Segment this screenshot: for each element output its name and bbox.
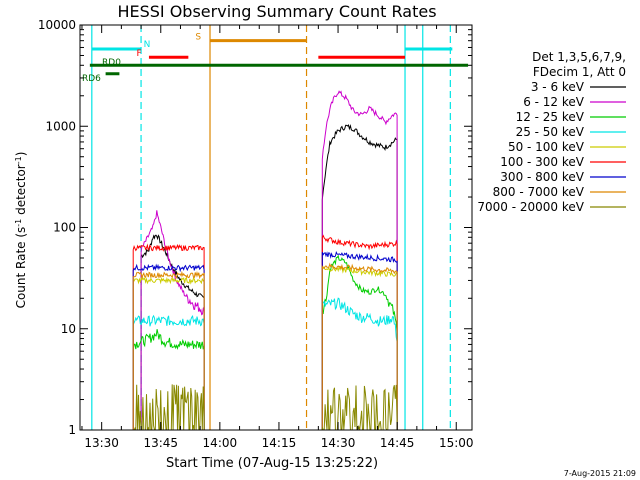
y-tick-label-4: 10000 bbox=[38, 18, 76, 32]
chart-title: HESSI Observing Summary Count Rates bbox=[117, 2, 436, 21]
legend-label-0: 3 - 6 keV bbox=[531, 80, 585, 94]
y-axis-label-sup2: -1 bbox=[14, 156, 23, 164]
flag-label-1: F bbox=[137, 49, 142, 59]
legend-label-7: 800 - 7000 keV bbox=[493, 185, 585, 199]
y-axis-label: Count Rate (s-1 detector-1) bbox=[14, 152, 29, 309]
x-tick-label-0: 13:30 bbox=[84, 436, 119, 450]
flag-label-4: RD6 bbox=[82, 74, 101, 84]
series-5-seg2 bbox=[321, 234, 398, 430]
series-7-seg2 bbox=[321, 262, 398, 430]
flag-label-3: RD0 bbox=[102, 58, 121, 68]
y-axis-label-mid: detector bbox=[14, 164, 28, 219]
legend-label-3: 25 - 50 keV bbox=[516, 125, 585, 139]
flag-label-2: S bbox=[195, 32, 201, 42]
x-tick-label-6: 15:00 bbox=[439, 436, 474, 450]
flag-label-0: N bbox=[144, 40, 151, 50]
series-1-seg2 bbox=[321, 90, 398, 430]
x-tick-label-4: 14:30 bbox=[321, 436, 356, 450]
series-7-seg1 bbox=[132, 270, 205, 430]
x-tick-label-2: 14:00 bbox=[203, 436, 238, 450]
series-2-seg1 bbox=[132, 329, 205, 430]
y-axis-label-end: ) bbox=[14, 152, 28, 157]
footer-date: 7-Aug-2015 21:09 bbox=[564, 469, 636, 478]
y-axis-label-main: Count Rate (s bbox=[14, 227, 28, 309]
y-tick-label-3: 1000 bbox=[45, 119, 76, 133]
series-5-seg1 bbox=[132, 243, 205, 430]
series-4-seg2 bbox=[321, 264, 398, 430]
legend-label-8: 7000 - 20000 keV bbox=[477, 200, 584, 214]
series-6-seg1 bbox=[132, 263, 205, 430]
series-1-seg1 bbox=[140, 210, 205, 430]
legend-label-2: 12 - 25 keV bbox=[516, 110, 585, 124]
x-tick-label-1: 13:45 bbox=[143, 436, 178, 450]
series-2-seg2 bbox=[321, 254, 398, 430]
legend: Det 1,3,5,6,7,9, FDecim 1, Att 0 3 - 6 k… bbox=[477, 50, 626, 214]
x-axis-label: Start Time (07-Aug-15 13:25:22) bbox=[166, 456, 378, 471]
y-tick-label-1: 10 bbox=[61, 322, 76, 336]
x-tick-label-5: 14:45 bbox=[380, 436, 415, 450]
legend-label-4: 50 - 100 keV bbox=[508, 140, 585, 154]
legend-label-6: 300 - 800 keV bbox=[500, 170, 584, 184]
y-tick-label-2: 100 bbox=[53, 221, 76, 235]
x-tick-label-3: 14:15 bbox=[262, 436, 297, 450]
y-axis-label-sup1: -1 bbox=[14, 219, 23, 227]
legend-header-line-2: FDecim 1, Att 0 bbox=[533, 65, 626, 79]
legend-header-line-1: Det 1,3,5,6,7,9, bbox=[532, 50, 626, 64]
series-6-seg2 bbox=[321, 251, 398, 430]
series-3-seg2 bbox=[321, 297, 398, 430]
y-tick-label-0: 1 bbox=[68, 423, 76, 437]
series-4-seg1 bbox=[132, 276, 205, 430]
series-3-seg1 bbox=[132, 314, 205, 430]
series-0-seg2 bbox=[321, 124, 398, 430]
legend-label-5: 100 - 300 keV bbox=[500, 155, 584, 169]
legend-label-1: 6 - 12 keV bbox=[523, 95, 585, 109]
